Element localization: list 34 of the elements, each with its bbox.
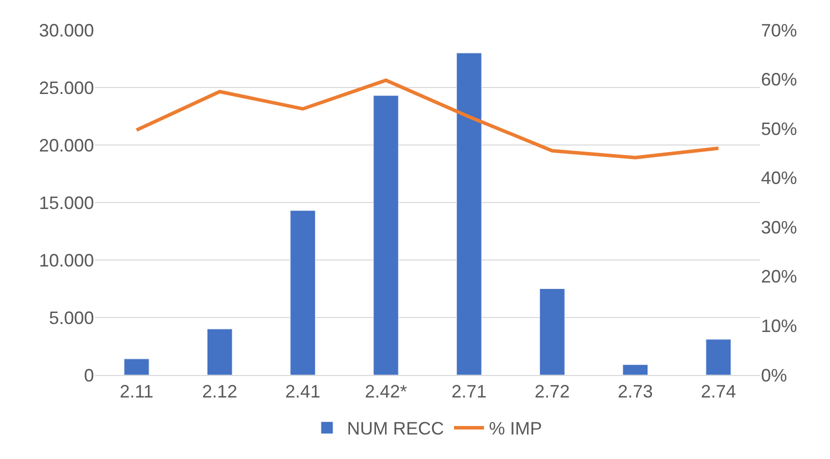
bar	[124, 358, 150, 375]
bar	[706, 339, 732, 375]
y2-tick-label: 50%	[761, 118, 798, 139]
bar	[539, 288, 565, 375]
x-tick-label: 2.42*	[364, 382, 407, 402]
y2-tick-label: 70%	[761, 20, 798, 40]
y-tick-label: 15.000	[38, 192, 94, 213]
bar	[622, 364, 648, 375]
x-tick-label: 2.74	[700, 382, 736, 402]
y-tick-label: 5.000	[48, 308, 94, 328]
bar	[290, 210, 316, 375]
y-tick-label: 30.000	[38, 20, 94, 40]
y-tick-label: 0	[84, 365, 94, 386]
bar	[206, 328, 232, 375]
bar	[373, 95, 399, 375]
x-tick-label: 2.11	[120, 382, 154, 402]
y2-tick-label: 0%	[761, 365, 788, 386]
y-tick-label: 10.000	[38, 250, 94, 270]
x-tick-label: 2.73	[618, 382, 653, 402]
y2-tick-label: 30%	[761, 217, 798, 238]
y2-tick-label: 60%	[761, 70, 798, 90]
y2-tick-label: 40%	[761, 168, 798, 188]
y2-tick-label: 20%	[761, 266, 798, 287]
y2-tick-label: 10%	[761, 316, 798, 336]
legend-label: % IMP	[489, 418, 542, 439]
bar	[456, 52, 482, 375]
legend-label: NUM RECC	[347, 418, 444, 439]
x-tick-label: 2.71	[452, 382, 487, 402]
y-tick-label: 25.000	[38, 78, 94, 98]
line-series	[134, 78, 720, 160]
x-tick-label: 2.72	[534, 382, 570, 402]
x-tick-label: 2.41	[285, 382, 320, 402]
y-tick-label: 20.000	[38, 135, 94, 156]
x-tick-label: 2.12	[202, 382, 238, 402]
